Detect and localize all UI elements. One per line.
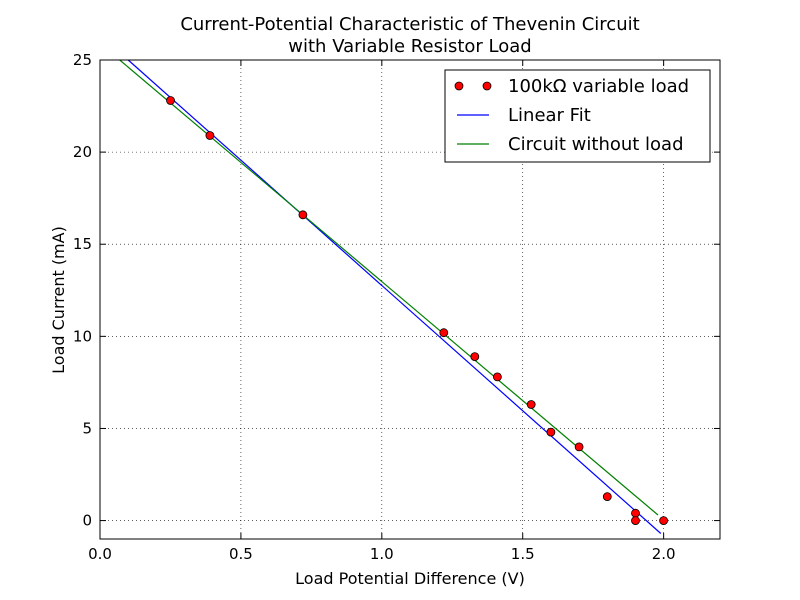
y-axis-label: Load Current (mA): [49, 226, 68, 374]
data-point: [659, 516, 668, 525]
x-tick-label: 1.0: [370, 545, 394, 563]
x-axis-label: Load Potential Difference (V): [295, 569, 525, 588]
legend-label-points: 100kΩ variable load: [508, 76, 689, 97]
data-point: [492, 372, 502, 382]
data-point: [574, 442, 584, 452]
y-tick-label: 5: [82, 419, 92, 437]
data-point: [546, 427, 556, 437]
series-points: [166, 96, 668, 525]
y-tick-label: 25: [73, 51, 92, 69]
chart-title-line2: with Variable Resistor Load: [288, 36, 531, 57]
x-tick-label: 2.0: [652, 545, 676, 563]
legend-label-fit: Linear Fit: [508, 105, 591, 126]
series-line: [127, 59, 662, 534]
plot-frame: [99, 59, 721, 540]
chart-title-line1: Current-Potential Characteristic of Thev…: [180, 14, 639, 35]
data-point: [526, 400, 536, 409]
y-tick-label: 10: [73, 327, 92, 345]
x-tick-label: 1.5: [511, 545, 535, 563]
data-point: [631, 508, 640, 518]
x-tick-label: 0.0: [88, 545, 112, 563]
legend: 100kΩ variable load Linear Fit Circuit w…: [444, 69, 711, 163]
x-tick-label: 0.5: [229, 545, 253, 563]
y-tick-label: 20: [73, 143, 92, 161]
data-point: [166, 96, 175, 105]
legend-label-noload: Circuit without load: [508, 134, 684, 155]
legend-marker-points-2: [482, 81, 492, 91]
y-tick-label: 15: [73, 235, 92, 253]
data-point: [470, 352, 480, 362]
data-point: [205, 131, 215, 140]
data-point: [439, 328, 449, 338]
y-tick-label: 0: [82, 512, 92, 530]
legend-marker-points-1: [454, 81, 464, 91]
data-point: [602, 492, 612, 502]
data-point: [298, 210, 308, 220]
data-point: [631, 516, 640, 525]
axis-ticks: 0.0 0.5 1.0 1.5 2.0 0 5 10 15 20 25: [73, 51, 720, 563]
